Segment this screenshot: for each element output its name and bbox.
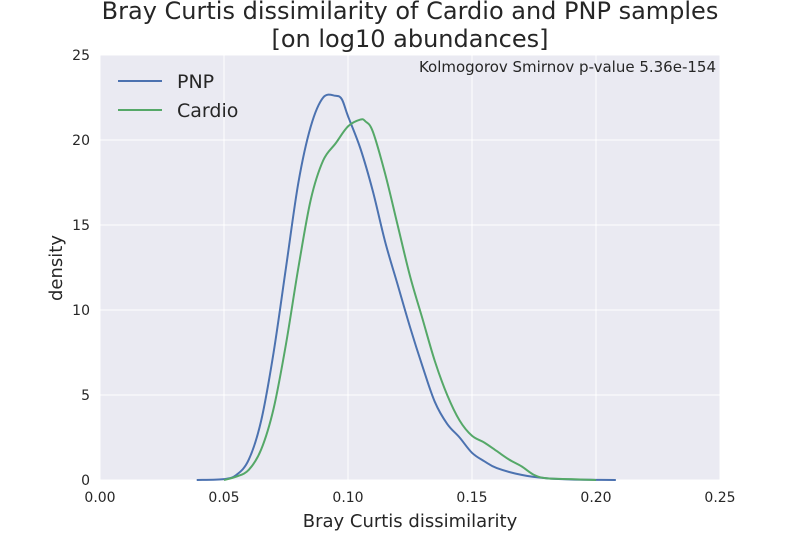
x-tick-label: 0.10: [332, 490, 363, 506]
legend-label-cardio: Cardio: [177, 100, 238, 122]
chart-title-line-2: [on log10 abundances]: [272, 25, 549, 53]
y-tick-label: 20: [72, 133, 90, 149]
plot-area: [100, 55, 720, 480]
x-axis-label: Bray Curtis dissimilarity: [303, 511, 518, 532]
ks-pvalue-annotation: Kolmogorov Smirnov p-value 5.36e-154: [419, 58, 716, 76]
y-tick-label: 5: [81, 388, 90, 404]
y-tick-label: 15: [72, 218, 90, 234]
series-line-cardio: [223, 118, 597, 481]
y-tick-label: 10: [72, 303, 90, 319]
y-tick-labels: 0 5 10 15 20 25: [72, 48, 90, 489]
x-tick-label: 0.05: [208, 490, 239, 506]
y-tick-label: 0: [81, 473, 90, 489]
x-tick-label: 0.15: [456, 490, 487, 506]
chart-title-line-1: Bray Curtis dissimilarity of Cardio and …: [102, 0, 719, 25]
series-line-pnp: [196, 93, 616, 481]
x-tick-labels: 0.00 0.05 0.10 0.15 0.20 0.25: [84, 490, 735, 506]
y-axis-label: density: [46, 235, 67, 301]
series-lines: [196, 93, 616, 481]
x-tick-label: 0.00: [84, 490, 115, 506]
legend-label-pnp: PNP: [177, 71, 214, 93]
x-tick-label: 0.25: [704, 490, 735, 506]
x-tick-label: 0.20: [580, 490, 611, 506]
legend: PNP Cardio: [118, 71, 238, 122]
y-tick-label: 25: [72, 48, 90, 64]
